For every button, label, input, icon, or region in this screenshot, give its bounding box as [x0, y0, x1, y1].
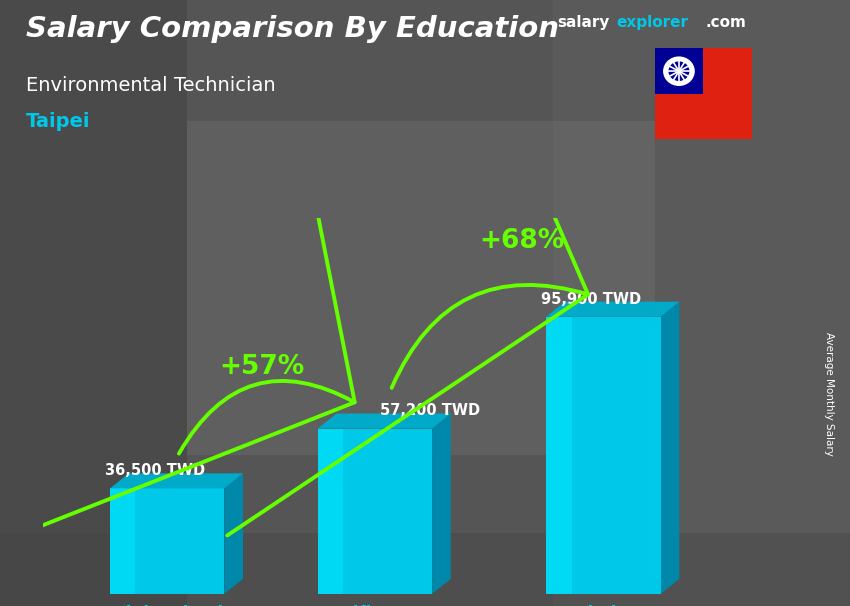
Polygon shape [318, 413, 450, 428]
Bar [0, 0, 187, 606]
Text: 57,200 TWD: 57,200 TWD [380, 404, 480, 419]
Text: Taipei: Taipei [26, 112, 90, 131]
FancyArrowPatch shape [227, 0, 588, 536]
Polygon shape [318, 428, 432, 594]
FancyArrowPatch shape [0, 0, 354, 561]
Text: .com: .com [706, 15, 746, 30]
Circle shape [664, 57, 694, 85]
Text: 95,900 TWD: 95,900 TWD [541, 291, 641, 307]
Polygon shape [318, 428, 343, 594]
Polygon shape [110, 488, 224, 594]
Polygon shape [547, 302, 679, 317]
Text: Average Monthly Salary: Average Monthly Salary [824, 332, 834, 456]
Text: +68%: +68% [479, 228, 564, 254]
Circle shape [669, 62, 689, 81]
Polygon shape [110, 473, 243, 488]
Text: salary: salary [557, 15, 609, 30]
Polygon shape [224, 473, 243, 594]
Polygon shape [547, 317, 660, 594]
Polygon shape [547, 317, 571, 594]
Bar [0, 533, 850, 606]
Polygon shape [110, 488, 135, 594]
Text: explorer: explorer [616, 15, 689, 30]
Text: Salary Comparison By Education: Salary Comparison By Education [26, 15, 558, 43]
Bar [187, 121, 654, 454]
Text: Environmental Technician: Environmental Technician [26, 76, 275, 95]
Text: +57%: +57% [219, 354, 304, 380]
Text: 36,500 TWD: 36,500 TWD [105, 463, 205, 478]
Bar [552, 0, 850, 606]
Polygon shape [660, 302, 679, 594]
Polygon shape [432, 413, 450, 594]
Bar [654, 48, 703, 94]
